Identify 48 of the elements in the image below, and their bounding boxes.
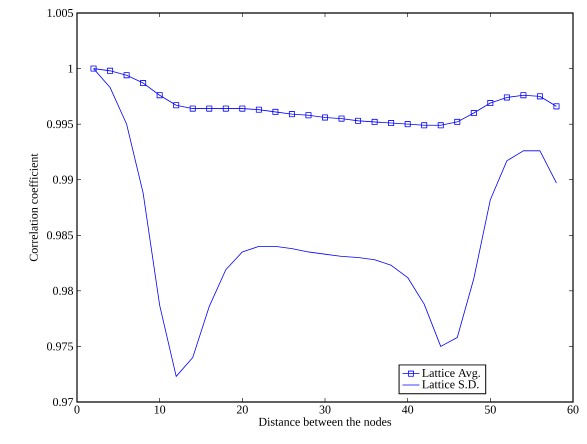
point xyxy=(288,111,295,118)
point xyxy=(421,122,428,128)
point xyxy=(107,68,114,74)
legend-label: Lattice Avg. xyxy=(422,368,480,380)
y-tick-label: 1 xyxy=(68,64,73,73)
y-tick-label: 0.98 xyxy=(53,286,74,295)
point xyxy=(487,100,494,106)
point xyxy=(272,108,278,115)
x-tick-label: 50 xyxy=(485,406,496,414)
point xyxy=(173,102,180,108)
point xyxy=(140,80,146,86)
y-tick-label: 0.99 xyxy=(53,176,73,184)
point xyxy=(470,110,477,116)
point xyxy=(322,114,328,120)
point xyxy=(553,103,560,110)
y-axis-title: Correlation coefficient xyxy=(29,153,38,262)
legend-label: Lattice S.D. xyxy=(422,380,479,388)
point xyxy=(206,106,212,112)
y-tick-label: 0.97 xyxy=(53,398,74,406)
x-tick-label: 40 xyxy=(402,406,414,414)
point xyxy=(90,66,97,72)
x-axis-title: Distance between the nodes xyxy=(258,417,392,426)
point xyxy=(536,93,543,100)
point xyxy=(338,116,345,122)
point xyxy=(438,122,444,128)
point xyxy=(520,92,526,98)
point xyxy=(454,118,460,125)
point xyxy=(256,106,262,113)
point xyxy=(305,112,312,118)
point xyxy=(388,120,394,126)
x-tick-label: 30 xyxy=(320,406,331,414)
x-tick-label: 0 xyxy=(74,406,80,414)
y-tick-label: 0.975 xyxy=(47,342,74,350)
point xyxy=(156,92,163,98)
point xyxy=(239,106,246,112)
point xyxy=(355,118,362,124)
point xyxy=(124,72,130,78)
y-tick-label: 1.005 xyxy=(48,8,74,18)
y-tick-label: 0.995 xyxy=(47,120,74,128)
x-tick-label: 10 xyxy=(154,406,166,414)
point xyxy=(504,94,510,100)
point xyxy=(222,106,229,112)
x-tick-label: 20 xyxy=(236,406,248,414)
y-tick-label: 0.985 xyxy=(47,231,74,240)
point xyxy=(372,118,378,125)
x-tick-label: 60 xyxy=(568,406,579,414)
point xyxy=(404,121,411,128)
point xyxy=(190,106,196,112)
